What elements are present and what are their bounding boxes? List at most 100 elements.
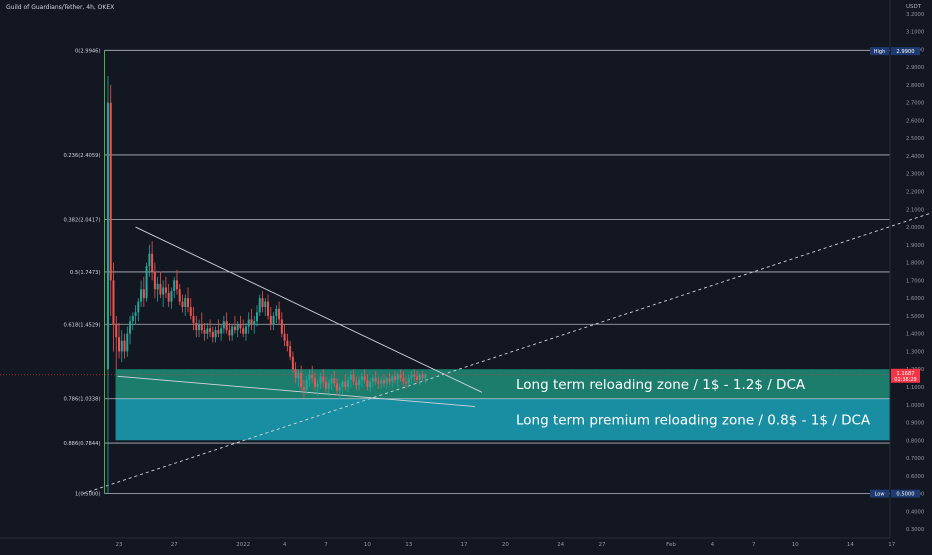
candle-body	[344, 381, 347, 387]
current-price-countdown: 02:36:29	[894, 377, 916, 383]
candle-body	[242, 328, 245, 334]
y-tick-label: 2.7000	[906, 101, 924, 107]
high-tag-label-bg	[870, 47, 889, 56]
candle-body	[333, 378, 336, 384]
candle-body	[289, 346, 292, 357]
candle-body	[162, 287, 165, 295]
candle-body	[206, 328, 209, 334]
candle-body	[173, 280, 176, 292]
candle-body	[313, 378, 316, 387]
current-price-tag-bg	[891, 368, 920, 383]
candle-body	[231, 326, 234, 336]
candle-body	[250, 319, 253, 325]
y-tick-label: 3.1000	[906, 30, 924, 36]
candle-body	[211, 331, 214, 338]
y-tick-label: 2.6000	[906, 118, 924, 124]
candle-body	[319, 376, 322, 384]
x-tick-label: 24	[557, 542, 564, 548]
candle-body	[302, 386, 305, 391]
candle-body	[269, 315, 272, 325]
candle-body	[424, 374, 427, 379]
candle-body	[291, 356, 294, 370]
candle-body	[189, 307, 192, 316]
candle-body	[261, 298, 264, 308]
y-tick-label: 1.6000	[906, 296, 924, 302]
candle-body	[352, 374, 355, 382]
y-tick-label: 2.9000	[906, 65, 924, 71]
x-tick-label: 7	[324, 542, 328, 548]
fib-label-0.618: 0.618(1.4529)	[63, 322, 100, 328]
fib-label-0.382: 0.382(2.0417)	[63, 218, 100, 224]
candle-body	[184, 298, 187, 308]
zone-label-reload: Long term reloading zone / 1$ - 1.2$ / D…	[516, 377, 806, 393]
candle-body	[327, 383, 330, 389]
candle-body	[198, 324, 201, 331]
candle-body	[407, 378, 410, 384]
y-tick-label: 1.0000	[906, 403, 924, 409]
y-tick-label: 3.2000	[906, 12, 924, 18]
candle-body	[126, 333, 129, 352]
low-tag-price: 0.5000	[896, 492, 914, 498]
candle-body	[129, 321, 132, 334]
x-tick-label: 2022	[236, 542, 250, 548]
candle-body	[203, 330, 206, 334]
candle-body	[380, 379, 383, 384]
low-tag-label: Low	[875, 492, 885, 498]
candle-body	[294, 369, 297, 379]
candle-body	[153, 271, 156, 290]
candle-body	[256, 312, 258, 322]
candles	[106, 76, 427, 494]
fib-label-0.786: 0.786(1.0338)	[63, 397, 100, 403]
candle-body	[330, 378, 333, 384]
y-tick-label: 0.8000	[906, 438, 924, 444]
x-tick-label: 23	[116, 542, 123, 548]
candle-body	[347, 379, 350, 387]
currency-label: USDT	[906, 4, 922, 10]
candle-body	[275, 308, 278, 316]
y-tick-label: 0.7000	[906, 456, 924, 462]
price-axis[interactable]: USDT 3.20003.10003.00002.90002.80002.700…	[889, 0, 924, 538]
candle-body	[214, 330, 217, 338]
y-tick-label: 2.1000	[906, 207, 924, 213]
fib-label-0.886: 0.886(0.7844)	[63, 441, 100, 447]
zone-label-premium: Long term premium reloading zone / 0.8$ …	[516, 412, 871, 428]
candle-body	[385, 378, 388, 384]
candle-body	[311, 374, 314, 379]
candle-body	[217, 330, 220, 334]
x-tick-label: 17	[461, 542, 468, 548]
x-tick-label: 20	[502, 542, 509, 548]
x-tick-label: 14	[847, 542, 854, 548]
candle-body	[253, 321, 256, 325]
candle-body	[355, 381, 358, 386]
y-tick-label: 0.9000	[906, 421, 924, 427]
candle-body	[399, 374, 402, 379]
candle-body	[181, 301, 184, 308]
candle-body	[388, 378, 391, 382]
y-tick-label: 1.5000	[906, 314, 924, 320]
candle-body	[338, 386, 341, 391]
trendlines	[82, 212, 932, 495]
candle-body	[131, 315, 134, 322]
fib-label-0.236: 0.236(2.4059)	[63, 153, 100, 159]
candle-body	[228, 330, 231, 336]
trendline-lower-support	[117, 375, 476, 407]
candle-body	[137, 301, 140, 313]
candle-body	[297, 372, 300, 379]
time-axis[interactable]: 23 27 2022 4 7 10 13 17 20 24 27 Feb 4 7 10 14 17	[0, 537, 896, 548]
x-tick-label: 27	[599, 542, 606, 548]
candle-body	[308, 374, 311, 380]
candle-body	[396, 374, 399, 380]
y-tick-label: 2.4000	[906, 154, 924, 160]
high-tag-label: High	[874, 49, 886, 55]
x-tick-label: 7	[752, 542, 756, 548]
candle-body	[156, 283, 159, 290]
candle-body	[120, 340, 123, 352]
candle-body	[316, 383, 319, 387]
candle-body	[195, 323, 198, 331]
candle-body	[278, 308, 281, 320]
x-tick-label: Feb	[666, 542, 676, 548]
x-tick-label: 27	[171, 542, 178, 548]
